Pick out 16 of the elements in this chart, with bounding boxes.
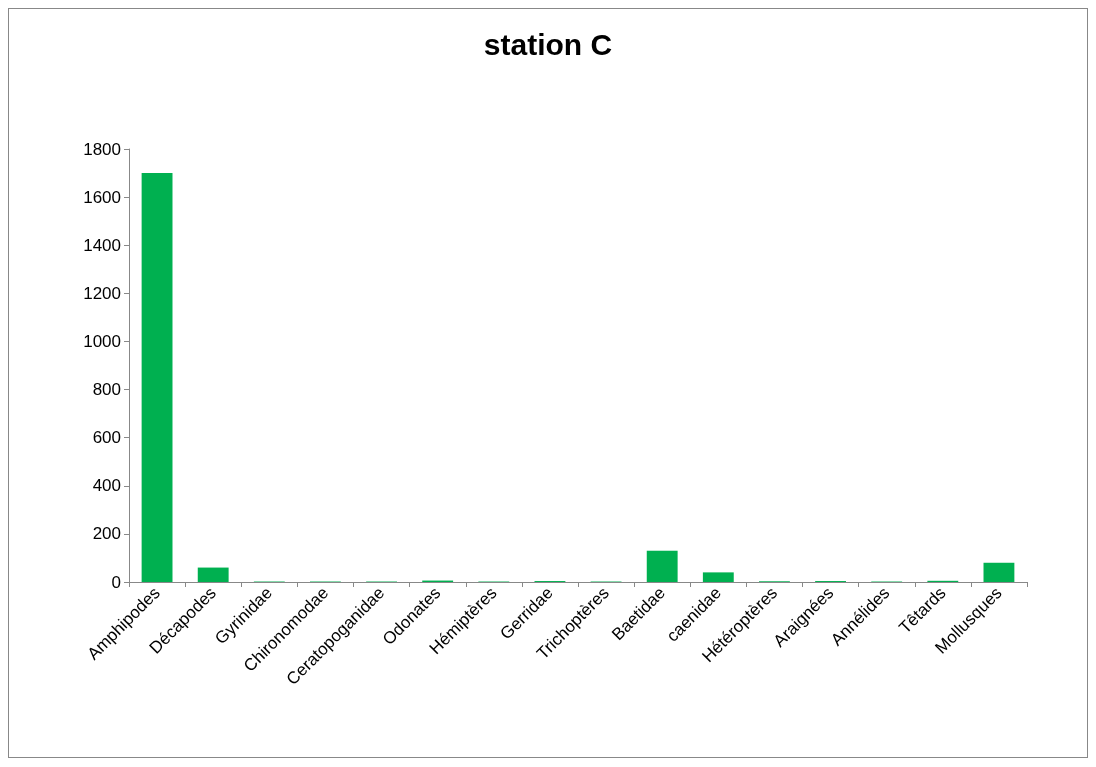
- y-tick-label: 0: [111, 572, 121, 592]
- y-tick-label: 800: [92, 380, 121, 400]
- y-tick-label: 1200: [83, 283, 121, 303]
- y-tick-label: 1600: [83, 187, 121, 207]
- bar: [646, 550, 678, 582]
- y-tick-label: 1400: [83, 235, 121, 255]
- y-tick-label: 400: [92, 476, 121, 496]
- chart-title: station C: [483, 27, 613, 61]
- bar: [983, 562, 1015, 582]
- y-tick-label: 1800: [83, 139, 121, 159]
- bar: [702, 572, 734, 582]
- y-tick-label: 200: [92, 524, 121, 544]
- bar: [141, 173, 173, 582]
- y-tick-label: 1000: [83, 331, 121, 351]
- y-tick-label: 600: [92, 428, 121, 448]
- bar: [197, 567, 229, 582]
